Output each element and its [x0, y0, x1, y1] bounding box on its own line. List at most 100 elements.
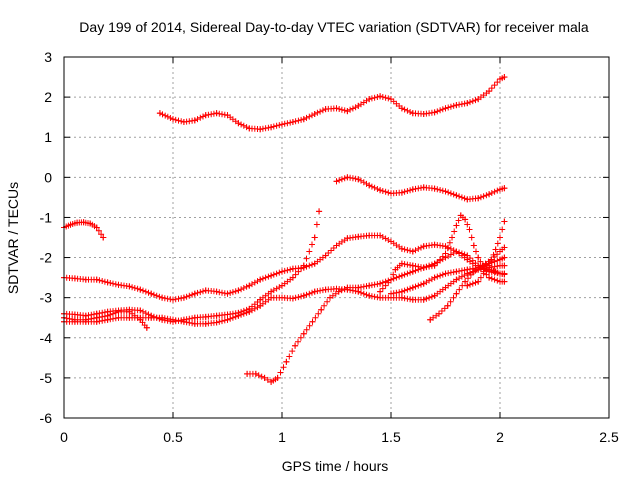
data-point — [431, 109, 438, 116]
data-point — [475, 264, 482, 271]
data-point — [213, 319, 220, 326]
data-point — [388, 238, 394, 245]
data-point — [191, 320, 198, 327]
data-point — [453, 248, 460, 255]
data-point — [398, 288, 405, 295]
data-point — [100, 234, 107, 241]
data-point — [475, 96, 482, 103]
data-point — [377, 280, 384, 287]
data-point — [470, 268, 477, 275]
data-point — [366, 282, 373, 289]
data-point — [279, 294, 285, 301]
data-point — [148, 314, 155, 321]
data-point — [355, 176, 362, 183]
data-point — [464, 100, 471, 107]
x-tick-label: 1 — [278, 429, 286, 445]
data-point — [93, 276, 100, 283]
data-point — [268, 124, 275, 131]
data-point — [159, 314, 166, 321]
data-point — [501, 74, 508, 81]
data-point — [462, 278, 469, 285]
data-point — [497, 76, 503, 83]
data-point — [398, 272, 405, 279]
data-point — [71, 275, 78, 282]
x-tick-label: 2.5 — [599, 429, 619, 445]
data-point — [464, 252, 471, 259]
data-point — [420, 184, 427, 191]
y-tick-label: 2 — [44, 89, 52, 105]
data-point — [93, 224, 100, 231]
data-point — [344, 174, 351, 181]
data-point — [453, 192, 460, 199]
data-point — [392, 266, 399, 273]
data-point — [420, 110, 427, 117]
data-point — [274, 374, 281, 381]
data-point — [420, 243, 427, 250]
y-tick-label: -4 — [40, 330, 53, 346]
data-point — [235, 120, 242, 127]
data-point — [318, 306, 325, 313]
data-point — [420, 264, 427, 271]
data-point — [71, 311, 78, 318]
x-tick-label: 0.5 — [163, 429, 183, 445]
data-point — [431, 241, 438, 248]
data-point — [322, 106, 329, 113]
data-point — [486, 274, 493, 281]
data-point — [355, 102, 362, 109]
data-point — [442, 250, 449, 257]
data-point — [289, 274, 296, 281]
data-point — [409, 296, 416, 303]
data-point — [137, 314, 144, 321]
data-point — [398, 245, 405, 252]
data-point — [82, 276, 89, 283]
data-point — [115, 281, 122, 288]
data-point — [137, 286, 144, 293]
data-point — [268, 288, 275, 295]
data-point — [427, 316, 434, 323]
data-point — [115, 308, 122, 315]
data-point — [501, 270, 508, 277]
x-axis-label: GPS time / hours — [282, 458, 389, 474]
data-point — [501, 244, 508, 251]
data-point — [300, 330, 307, 337]
data-point — [420, 296, 427, 303]
series-track-11 — [464, 218, 508, 289]
data-point — [344, 284, 351, 291]
data-point — [366, 182, 373, 189]
data-point — [492, 246, 499, 253]
data-point — [355, 233, 362, 240]
data-point — [156, 110, 163, 117]
data-point — [475, 254, 482, 261]
data-point — [344, 108, 351, 115]
y-tick-label: 3 — [44, 49, 52, 65]
data-point — [388, 190, 394, 197]
y-tick-label: -1 — [40, 209, 53, 225]
x-tick-label: 0 — [60, 429, 68, 445]
y-tick-label: 0 — [44, 169, 52, 185]
data-point — [300, 262, 307, 269]
data-point — [470, 242, 477, 249]
data-point — [409, 284, 416, 291]
data-point — [213, 110, 220, 117]
data-point — [87, 220, 94, 227]
data-point — [497, 186, 503, 193]
data-point — [442, 188, 449, 195]
data-point — [148, 290, 155, 297]
data-point — [462, 216, 469, 223]
data-point — [497, 234, 503, 241]
data-point — [442, 270, 449, 277]
data-point — [377, 93, 384, 100]
data-point — [235, 312, 242, 319]
data-point — [377, 288, 384, 295]
data-point — [453, 102, 460, 109]
data-point — [67, 221, 74, 228]
chart-title: Day 199 of 2014, Sidereal Day-to-day VTE… — [79, 19, 589, 35]
data-point — [497, 248, 503, 255]
data-point — [126, 314, 133, 321]
data-point — [191, 314, 198, 321]
data-point — [377, 232, 384, 239]
data-point — [431, 292, 438, 299]
data-point — [398, 260, 405, 267]
data-point — [257, 296, 264, 303]
data-point — [435, 310, 442, 317]
